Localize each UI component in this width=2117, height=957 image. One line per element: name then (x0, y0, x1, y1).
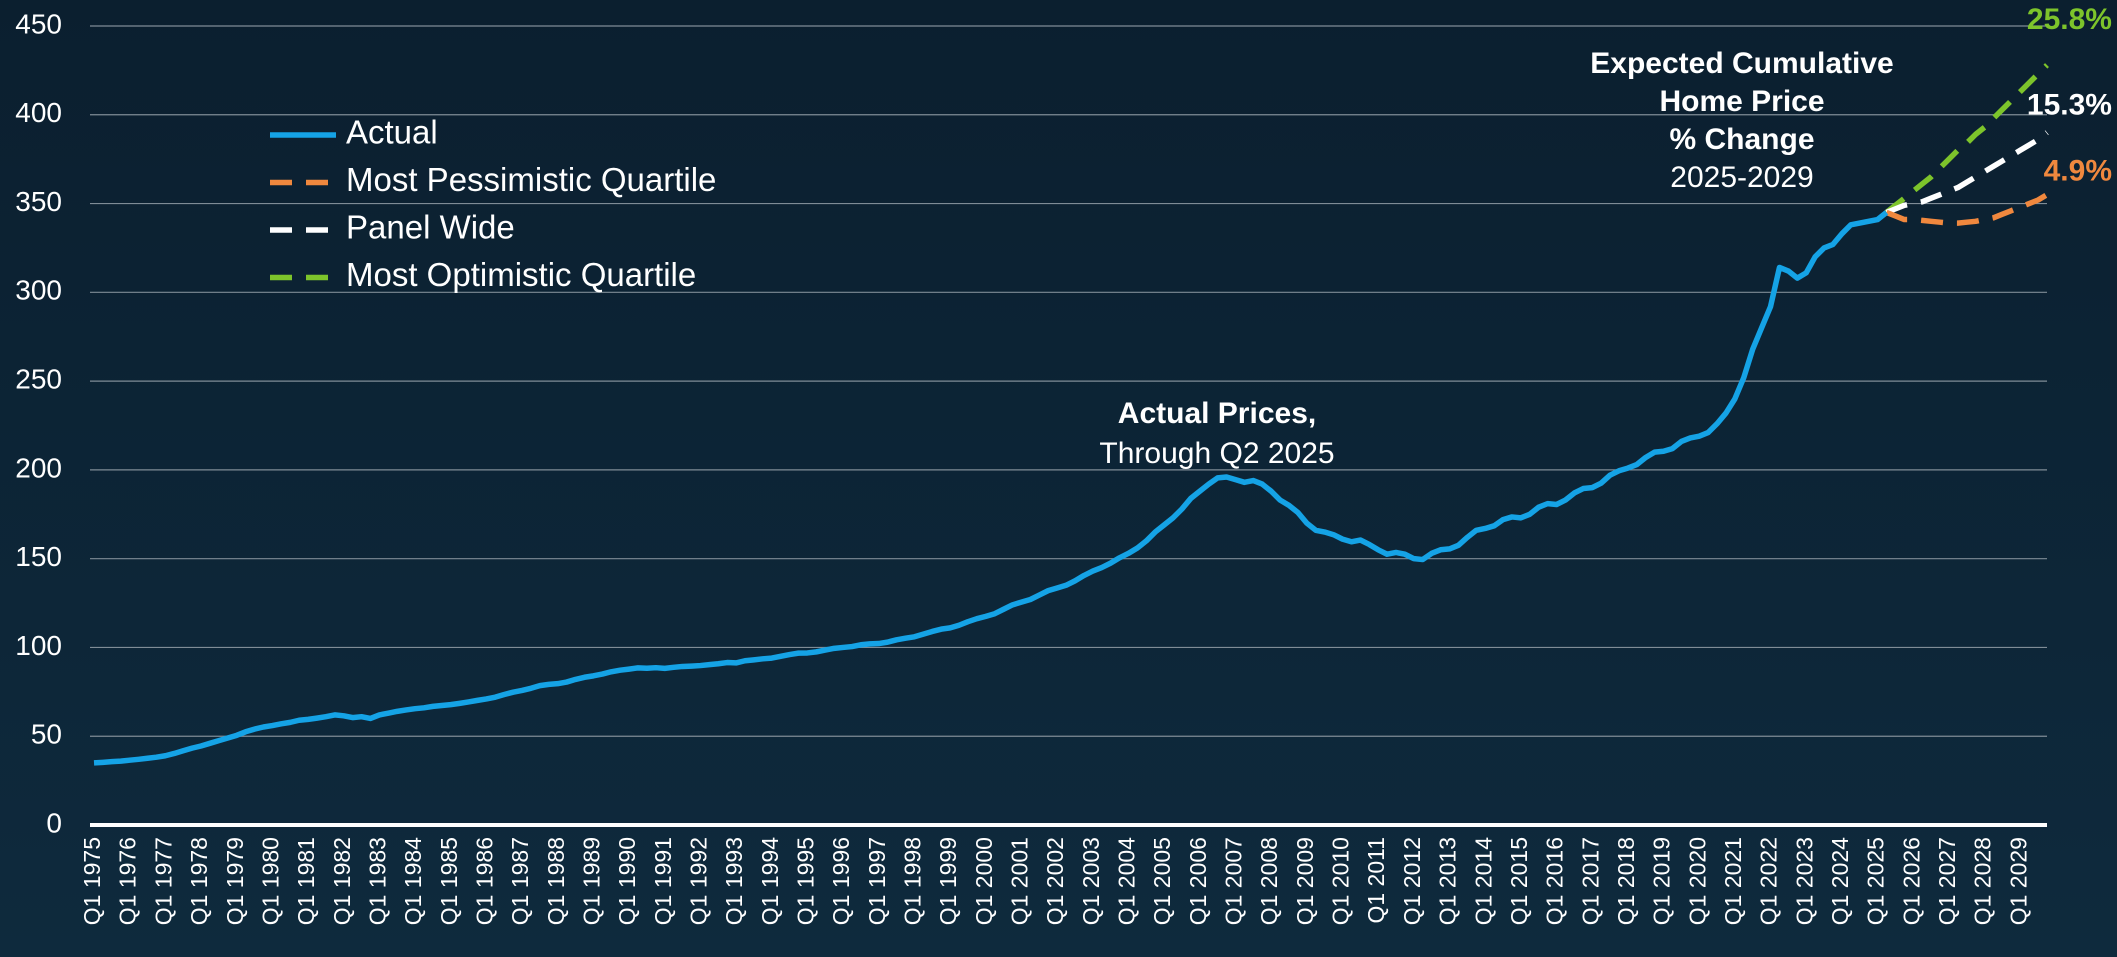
y-tick-label: 250 (15, 364, 62, 395)
end-label: 25.8% (2027, 3, 2112, 36)
x-tick-label: Q1 1991 (650, 837, 676, 925)
x-tick-label: Q1 1999 (935, 837, 961, 925)
x-tick-label: Q1 1988 (543, 837, 569, 925)
legend-label: Most Optimistic Quartile (346, 256, 696, 293)
plot: 0 50 100 150 200 250 300 350 400 450 Q1 1975 Q1 197… (15, 3, 2112, 925)
annotation: Home Price (1659, 85, 1824, 118)
x-tick-label: Q1 2002 (1042, 837, 1068, 925)
x-tick-label: Q1 1998 (900, 837, 926, 925)
x-tick-label: Q1 1986 (471, 837, 497, 925)
x-tick-label: Q1 2017 (1577, 837, 1603, 925)
x-tick-label: Q1 2029 (2005, 837, 2031, 925)
series-line (1885, 192, 2049, 226)
x-tick-label: Q1 2028 (1970, 837, 1996, 925)
y-tick-label: 150 (15, 541, 62, 572)
x-tick-label: Q1 2011 (1363, 837, 1389, 924)
x-tick-label: Q1 2009 (1292, 837, 1318, 925)
series-line (1885, 130, 2049, 215)
x-tick-label: Q1 2000 (971, 837, 997, 925)
x-tick-label: Q1 2013 (1435, 837, 1461, 925)
legend-label: Actual (346, 114, 438, 151)
x-tick-label: Q1 2001 (1007, 837, 1033, 925)
x-tick-label: Q1 2007 (1221, 837, 1247, 925)
annotation: Through Q2 2025 (1099, 437, 1334, 470)
x-tick-label: Q1 2005 (1149, 837, 1175, 925)
x-tick-label: Q1 2026 (1898, 837, 1924, 925)
x-tick-label: Q1 2027 (1934, 837, 1960, 925)
end-label: 4.9% (2044, 155, 2112, 188)
x-tick-label: Q1 2023 (1791, 837, 1817, 925)
x-tick-label: Q1 1985 (436, 837, 462, 925)
y-tick-label: 450 (15, 8, 62, 39)
x-tick-label: Q1 1977 (150, 837, 176, 925)
x-tick-label: Q1 2012 (1399, 837, 1425, 925)
x-tick-label: Q1 2016 (1542, 837, 1568, 925)
x-tick-label: Q1 1984 (400, 837, 426, 925)
x-tick-label: Q1 1983 (364, 837, 390, 925)
x-tick-label: Q1 1993 (721, 837, 747, 925)
x-tick-label: Q1 1987 (507, 837, 533, 925)
x-tick-label: Q1 2022 (1756, 837, 1782, 925)
x-tick-label: Q1 1994 (757, 837, 783, 925)
x-tick-label: Q1 1976 (115, 837, 141, 925)
x-tick-label: Q1 2010 (1328, 837, 1354, 925)
x-tick-label: Q1 1980 (257, 837, 283, 925)
x-tick-label: Q1 2014 (1470, 837, 1496, 925)
y-tick-label: 350 (15, 186, 62, 217)
x-tick-label: Q1 1975 (79, 837, 105, 925)
legend-label: Panel Wide (346, 209, 515, 246)
x-tick-label: Q1 2024 (1827, 837, 1853, 925)
x-tick-label: Q1 1989 (578, 837, 604, 925)
x-tick-label: Q1 2003 (1078, 837, 1104, 925)
x-tick-label: Q1 2025 (1863, 837, 1889, 925)
x-tick-label: Q1 1996 (828, 837, 854, 925)
legend-label: Most Pessimistic Quartile (346, 161, 716, 198)
annotation: % Change (1669, 123, 1814, 156)
x-tick-label: Q1 2021 (1720, 837, 1746, 925)
y-tick-label: 200 (15, 452, 62, 483)
annotation: 2025-2029 (1670, 161, 1813, 194)
x-tick-label: Q1 2018 (1613, 837, 1639, 925)
x-tick-label: Q1 1982 (329, 837, 355, 925)
x-tick-label: Q1 2006 (1185, 837, 1211, 925)
y-tick-label: 100 (15, 630, 62, 661)
annotation: Expected Cumulative (1590, 47, 1893, 80)
annotation: Actual Prices, (1118, 397, 1316, 430)
series-line (93, 210, 1889, 766)
x-tick-label: Q1 2015 (1506, 837, 1532, 925)
x-tick-label: Q1 1979 (222, 837, 248, 925)
y-tick-label: 0 (46, 807, 62, 838)
x-tick-label: Q1 1995 (793, 837, 819, 925)
x-tick-label: Q1 2019 (1649, 837, 1675, 925)
x-tick-label: Q1 2020 (1684, 837, 1710, 925)
end-label: 15.3% (2027, 88, 2112, 121)
x-tick-label: Q1 1997 (864, 837, 890, 925)
x-tick-label: Q1 2004 (1114, 837, 1140, 925)
y-tick-label: 400 (15, 97, 62, 128)
y-tick-label: 300 (15, 275, 62, 306)
y-tick-label: 50 (31, 719, 62, 750)
x-tick-label: Q1 1978 (186, 837, 212, 925)
x-tick-label: Q1 1992 (685, 837, 711, 925)
series-line (1884, 63, 2049, 215)
x-tick-label: Q1 1981 (293, 837, 319, 925)
x-tick-label: Q1 1990 (614, 837, 640, 925)
x-tick-label: Q1 2008 (1256, 837, 1282, 925)
